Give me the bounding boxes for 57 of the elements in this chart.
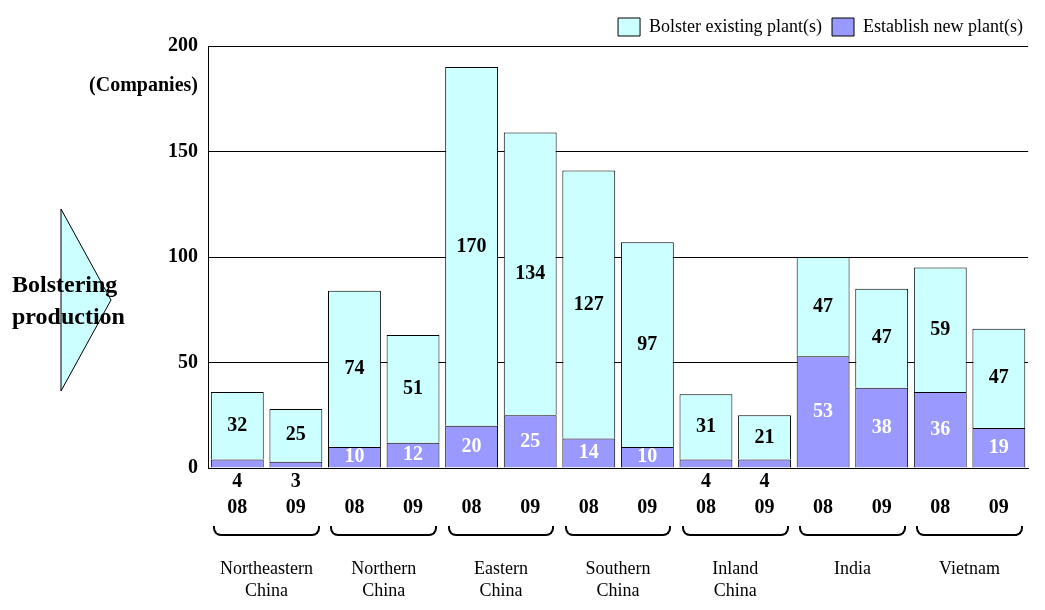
data-label: 38 — [871, 414, 892, 437]
data-label: 59 — [930, 316, 951, 339]
data-label: 127 — [573, 291, 604, 314]
data-label: 47 — [813, 293, 834, 316]
y-axis-title: (Companies) — [89, 73, 198, 97]
data-label: 47 — [871, 325, 892, 348]
x-tick-label: 09 — [520, 495, 541, 518]
x-tick-label: 08 — [461, 495, 482, 518]
data-label: 51 — [403, 376, 424, 399]
data-label: 74 — [344, 356, 365, 378]
data-label: 10 — [344, 444, 365, 467]
data-label: 10 — [637, 444, 658, 467]
data-label: 4 — [232, 469, 243, 492]
y-tick-label: 50 — [178, 349, 198, 372]
data-label: 36 — [930, 416, 951, 439]
data-label: 25 — [285, 422, 306, 445]
data-label: 4 — [759, 469, 770, 492]
x-tick-label: 09 — [637, 495, 658, 518]
data-label: 3 — [290, 469, 301, 492]
data-label: 25 — [520, 428, 541, 451]
text: India — [833, 557, 871, 578]
text: Southern China — [585, 557, 651, 600]
x-tick-label: 08 — [344, 495, 365, 518]
data-label: 97 — [637, 331, 658, 354]
y-tick-label: 100 — [168, 244, 198, 267]
data-label: 53 — [813, 399, 834, 422]
x-tick-label: 09 — [988, 495, 1009, 518]
legend-label: Establish new plant(s) — [863, 15, 1024, 37]
data-label: 19 — [988, 434, 1009, 457]
data-label: 134 — [515, 261, 546, 284]
x-tick-label: 09 — [871, 495, 892, 518]
text: Northern China — [351, 557, 417, 600]
data-label: 47 — [988, 365, 1009, 388]
x-tick-label: 08 — [930, 495, 951, 518]
text: Inland China — [712, 557, 759, 600]
y-tick-label: 0 — [188, 455, 198, 478]
x-tick-label: 08 — [578, 495, 599, 518]
x-tick-label: 09 — [285, 495, 306, 518]
data-label: 14 — [578, 440, 599, 463]
legend-label: Bolster existing plant(s) — [649, 15, 823, 37]
text: Vietnam — [939, 557, 1001, 578]
text: Eastern China — [473, 557, 528, 600]
data-label: 31 — [695, 414, 716, 437]
x-tick-label: 08 — [227, 495, 248, 518]
y-tick-label: 150 — [168, 138, 198, 161]
text: Northeastern China — [220, 557, 314, 600]
x-tick-label: 08 — [695, 495, 716, 518]
data-label: 32 — [227, 412, 248, 435]
data-label: 21 — [754, 424, 775, 447]
data-label: 20 — [461, 433, 482, 456]
data-label: 4 — [700, 469, 711, 492]
data-label: 170 — [456, 233, 487, 256]
x-tick-label: 09 — [754, 495, 775, 518]
data-label: 12 — [403, 442, 424, 465]
x-tick-label: 09 — [403, 495, 424, 518]
y-tick-label: 200 — [168, 33, 198, 56]
x-tick-label: 08 — [813, 495, 834, 518]
